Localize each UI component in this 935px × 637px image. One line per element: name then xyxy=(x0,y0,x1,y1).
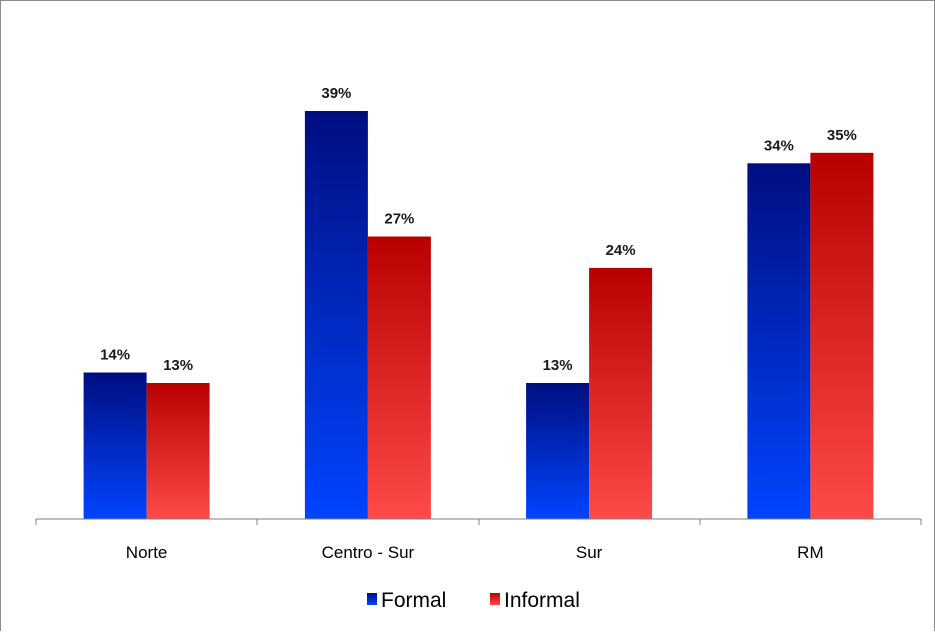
legend-label-informal: Informal xyxy=(504,589,580,612)
bar-formal-2 xyxy=(526,383,590,519)
category-label-3: RM xyxy=(797,543,823,562)
category-label-2: Sur xyxy=(576,543,603,562)
bar-formal-1 xyxy=(304,111,368,519)
legend: Formal Informal xyxy=(367,589,580,612)
data-label-formal-1: 39% xyxy=(321,85,351,102)
data-label-formal-0: 14% xyxy=(100,347,130,364)
bar-informal-1 xyxy=(367,236,431,519)
category-label-1: Centro - Sur xyxy=(322,543,415,562)
data-label-informal-3: 35% xyxy=(827,127,857,144)
data-labels-layer: 14% 13% 39% 27% 13% 24% 34% 35% xyxy=(100,85,857,374)
legend-swatch-informal xyxy=(490,593,500,605)
bars-layer xyxy=(83,111,874,520)
legend-label-formal: Formal xyxy=(381,589,446,612)
bar-formal-3 xyxy=(747,163,811,520)
data-label-informal-0: 13% xyxy=(163,357,193,374)
x-axis: Norte Centro - Sur Sur RM xyxy=(35,518,922,562)
data-label-informal-2: 24% xyxy=(606,242,636,259)
legend-swatch-formal xyxy=(367,593,377,605)
bar-informal-0 xyxy=(146,383,210,519)
bar-informal-2 xyxy=(589,267,653,519)
bar-formal-0 xyxy=(83,372,147,519)
data-label-informal-1: 27% xyxy=(384,211,414,228)
data-label-formal-3: 34% xyxy=(764,137,794,154)
category-label-0: Norte xyxy=(126,543,168,562)
bar-informal-3 xyxy=(810,152,874,520)
data-label-formal-2: 13% xyxy=(543,357,573,374)
